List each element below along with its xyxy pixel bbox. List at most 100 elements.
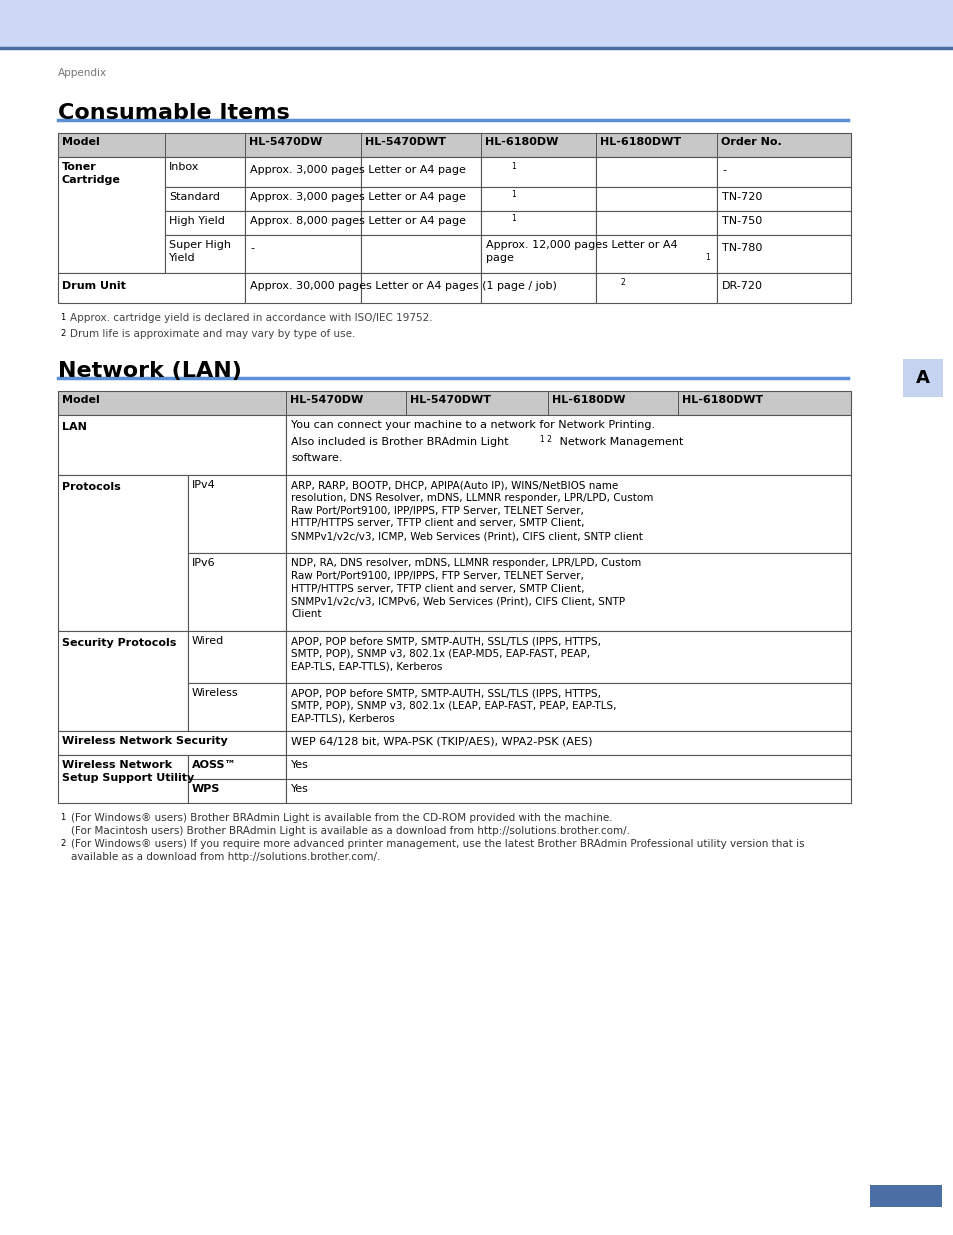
Text: -: - [250, 243, 253, 253]
Bar [188, 475, 286, 553]
Bar [596, 157, 717, 186]
Text: IPv6: IPv6 [192, 558, 215, 568]
Bar [360, 235, 480, 273]
Text: IPv4: IPv4 [192, 480, 215, 490]
Text: Approx. 8,000 pages Letter or A4 page: Approx. 8,000 pages Letter or A4 page [250, 216, 465, 226]
Text: APOP, POP before SMTP, SMTP-AUTH, SSL/TLS (IPPS, HTTPS,
SMTP, POP), SNMP v3, 802: APOP, POP before SMTP, SMTP-AUTH, SSL/TL… [291, 688, 616, 724]
Text: 1: 1 [511, 214, 516, 224]
Text: Toner
Cartridge: Toner Cartridge [62, 162, 121, 185]
Text: Wireless Network Security: Wireless Network Security [62, 736, 228, 746]
Text: Consumable Items: Consumable Items [58, 103, 290, 124]
Text: Appendix: Appendix [58, 68, 107, 78]
Text: You can connect your machine to a network for Network Printing.: You can connect your machine to a networ… [291, 420, 655, 430]
Bar [596, 211, 717, 235]
Bar [58, 755, 188, 803]
Bar [480, 157, 596, 186]
Bar [58, 631, 188, 731]
Bar [58, 133, 850, 157]
Bar [245, 211, 360, 235]
Bar [58, 391, 850, 415]
Bar [717, 157, 850, 186]
Text: (For Windows® users) If you require more advanced printer management, use the la: (For Windows® users) If you require more… [71, 839, 803, 862]
Text: TN-720: TN-720 [721, 191, 761, 203]
Bar [58, 731, 286, 755]
Bar [360, 273, 480, 303]
Text: HL-5470DW: HL-5470DW [249, 137, 322, 147]
Bar [188, 779, 286, 803]
Bar [360, 186, 480, 211]
Text: NDP, RA, DNS resolver, mDNS, LLMNR responder, LPR/LPD, Custom
Raw Port/Port9100,: NDP, RA, DNS resolver, mDNS, LLMNR respo… [291, 558, 640, 619]
Text: -: - [721, 165, 725, 175]
Bar [480, 235, 596, 273]
Bar [188, 755, 286, 779]
Text: 166: 166 [892, 72, 918, 84]
Bar [245, 273, 360, 303]
Bar [286, 779, 850, 803]
Bar [188, 631, 286, 683]
Bar [165, 211, 245, 235]
Bar [286, 731, 850, 755]
Text: Order No.: Order No. [720, 137, 781, 147]
Text: DR-720: DR-720 [721, 282, 762, 291]
Text: Super High
Yield: Super High Yield [169, 240, 231, 263]
Text: 1: 1 [511, 162, 516, 170]
Bar [286, 475, 850, 553]
Text: HL-6180DW: HL-6180DW [552, 395, 625, 405]
Text: Drum life is approximate and may vary by type of use.: Drum life is approximate and may vary by… [70, 329, 355, 338]
Text: 2: 2 [60, 329, 65, 338]
Text: HL-5470DWT: HL-5470DWT [365, 137, 446, 147]
Text: (For Windows® users) Brother BRAdmin Light is available from the CD-ROM provided: (For Windows® users) Brother BRAdmin Lig… [71, 813, 629, 836]
Text: Standard: Standard [169, 191, 220, 203]
Text: A: A [915, 369, 929, 387]
Text: HL-6180DW: HL-6180DW [484, 137, 558, 147]
Text: 1: 1 [60, 813, 65, 823]
Text: Network (LAN): Network (LAN) [58, 361, 242, 382]
Bar [58, 415, 286, 475]
Bar [480, 211, 596, 235]
Bar [286, 631, 850, 683]
Text: Approx. cartridge yield is declared in accordance with ISO/IEC 19752.: Approx. cartridge yield is declared in a… [70, 312, 432, 324]
Text: software.: software. [291, 453, 342, 463]
Bar [717, 273, 850, 303]
Text: Model: Model [62, 395, 100, 405]
Bar [245, 186, 360, 211]
Bar [0, 0, 953, 48]
Bar [717, 211, 850, 235]
Text: WPS: WPS [192, 784, 220, 794]
Text: 2: 2 [620, 278, 625, 287]
Text: 1 2: 1 2 [539, 435, 551, 445]
Bar [596, 186, 717, 211]
Text: Model: Model [62, 137, 100, 147]
Text: Network Management: Network Management [556, 437, 682, 447]
Text: Approx. 3,000 pages Letter or A4 page: Approx. 3,000 pages Letter or A4 page [250, 191, 465, 203]
Text: AOSS™: AOSS™ [192, 760, 236, 769]
Text: High Yield: High Yield [169, 216, 225, 226]
Text: TN-750: TN-750 [721, 216, 761, 226]
Text: HL-6180DWT: HL-6180DWT [599, 137, 680, 147]
Bar [286, 755, 850, 779]
Bar [165, 157, 245, 186]
Text: Yes: Yes [291, 784, 309, 794]
Text: Approx. 3,000 pages Letter or A4 page: Approx. 3,000 pages Letter or A4 page [250, 165, 465, 175]
Bar [717, 235, 850, 273]
Bar [902, 359, 942, 396]
Text: LAN: LAN [62, 422, 87, 432]
Bar [596, 273, 717, 303]
Text: Protocols: Protocols [62, 482, 121, 492]
Text: 166: 166 [892, 1213, 918, 1225]
Bar [245, 235, 360, 273]
Text: HL-5470DWT: HL-5470DWT [410, 395, 491, 405]
Bar [58, 475, 188, 631]
Bar [286, 683, 850, 731]
Bar [480, 186, 596, 211]
Text: HL-6180DWT: HL-6180DWT [681, 395, 762, 405]
Bar [360, 157, 480, 186]
Text: 1: 1 [60, 312, 65, 322]
Bar [165, 235, 245, 273]
Text: 1: 1 [511, 190, 516, 199]
Text: Wireless: Wireless [192, 688, 238, 698]
Text: Inbox: Inbox [169, 162, 199, 172]
Text: HL-5470DW: HL-5470DW [290, 395, 363, 405]
Bar [360, 211, 480, 235]
Bar [188, 683, 286, 731]
